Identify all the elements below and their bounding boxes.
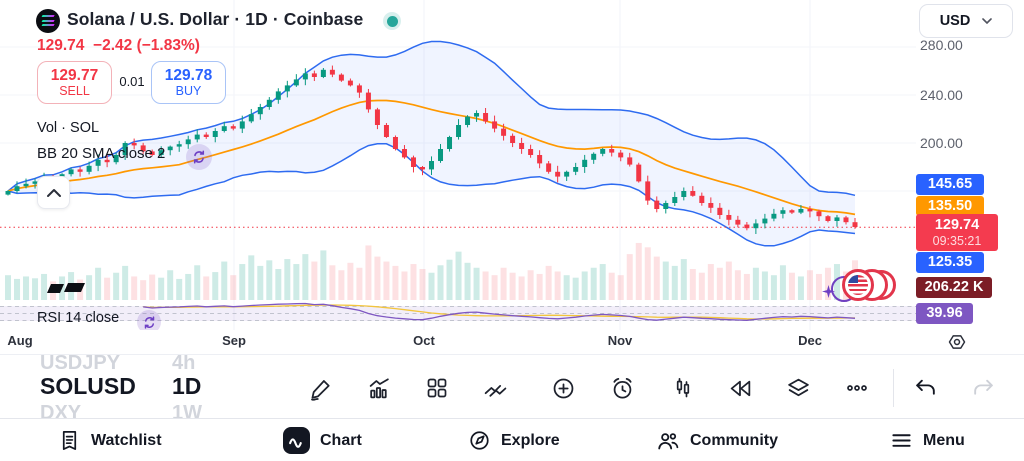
chevron-up-icon [46, 188, 61, 197]
price-tick: 240.00 [920, 87, 963, 103]
nav-chart-active[interactable]: Chart [283, 419, 362, 461]
month-label: Nov [607, 333, 633, 348]
spread-value: 0.01 [119, 74, 145, 89]
bb-indicator-label[interactable]: BB 20 SMA close 2 [37, 145, 166, 162]
chevron-down-icon [982, 18, 993, 24]
picker-timeframe: 4h [172, 352, 196, 374]
month-label: Dec [798, 333, 822, 348]
picker-symbol: SOLUSD [40, 373, 136, 399]
price-badge: 206.22 K [916, 277, 992, 298]
object-tree-button[interactable] [781, 371, 815, 405]
last-price: 129.74 [37, 37, 85, 54]
undo-arrow-icon [915, 379, 935, 395]
layout-grid-button[interactable] [420, 371, 454, 405]
currency-dropdown[interactable]: USD [919, 4, 1013, 38]
indicators-button[interactable] [362, 371, 396, 405]
add-button[interactable] [546, 371, 580, 405]
draw-button[interactable] [304, 371, 338, 405]
picker-symbol: USDJPY [40, 352, 121, 374]
nav-explore[interactable]: Explore [468, 419, 560, 461]
rsi-indicator-label[interactable]: RSI 14 close [37, 310, 120, 326]
buy-price: 129.78 [164, 66, 213, 84]
price-tick: 280.00 [920, 37, 963, 53]
sell-label: SELL [59, 84, 90, 99]
hamburger-menu-icon [892, 434, 911, 447]
price-badge: 125.35 [916, 252, 984, 273]
ellipsis-icon [847, 385, 867, 391]
refresh-icon [193, 150, 205, 164]
grid-icon [427, 378, 447, 398]
month-label: Aug [7, 333, 33, 348]
layers-icon [787, 378, 809, 396]
nav-menu[interactable]: Menu [890, 419, 965, 461]
buy-label: BUY [175, 84, 202, 99]
refresh-icon [144, 315, 154, 329]
redo-arrow-icon [973, 379, 993, 395]
nav-label: Community [690, 431, 778, 449]
more-button[interactable] [840, 371, 874, 405]
volume-indicator-label[interactable]: Vol · SOL [37, 120, 100, 136]
chart-icon [283, 427, 310, 454]
price-change: −2.42 (−1.83%) [93, 37, 200, 54]
buy-button[interactable]: 129.78 BUY [151, 61, 226, 104]
axis-settings-gear-icon[interactable] [946, 331, 968, 353]
chart-type-button[interactable] [666, 371, 700, 405]
month-label: Sep [222, 333, 246, 348]
redo-button-disabled[interactable] [966, 371, 1000, 405]
nav-label: Menu [923, 431, 965, 449]
nav-label: Explore [501, 431, 560, 449]
nav-community[interactable]: Community [656, 419, 778, 461]
zigzag-arrows-icon [484, 384, 506, 397]
price-badge: 145.65 [916, 174, 984, 195]
last-price-change: 129.74 −2.42 (−1.83%) [37, 37, 200, 55]
watchlist-icon [62, 431, 77, 450]
market-status-icon[interactable] [383, 12, 401, 30]
picker-timeframe: 1D [172, 373, 202, 399]
picker-row-usdjpy[interactable]: USDJPY 4h [40, 352, 195, 376]
undo-button[interactable] [908, 371, 942, 405]
solana-logo [36, 9, 60, 33]
nav-label: Chart [320, 431, 362, 449]
price-badge: 39.96 [916, 303, 973, 324]
price-axis-badges: 145.65 135.50 129.74 09:35:21 125.35 206.22 K… [916, 0, 1024, 332]
bar-replay-button[interactable] [723, 371, 757, 405]
time-axis[interactable]: Aug Sep Oct Nov Dec [0, 330, 1024, 355]
toolbar-divider [893, 369, 894, 407]
bottom-navigation: Watchlist Chart Explore Community M [0, 418, 1024, 461]
compass-icon [470, 431, 489, 450]
symbol-title[interactable]: Solana / U.S. Dollar · 1D · Coinbase [67, 9, 364, 29]
price-badge: 129.74 09:35:21 [916, 214, 998, 251]
us-flag-event-icon [842, 269, 874, 301]
plus-circle-icon [553, 378, 573, 398]
community-people-icon [658, 432, 679, 449]
sell-button[interactable]: 129.77 SELL [37, 61, 112, 104]
pencil-icon [310, 379, 330, 401]
collapse-pane-button[interactable] [37, 176, 70, 209]
compare-button[interactable] [478, 371, 512, 405]
events-marker[interactable] [820, 264, 910, 306]
nav-label: Watchlist [91, 431, 162, 449]
month-label: Oct [413, 333, 435, 348]
candles-icon [676, 377, 690, 398]
indicators-icon [369, 377, 389, 398]
alarm-clock-icon [612, 377, 632, 399]
currency-value: USD [939, 13, 971, 29]
picker-row-solusd-selected[interactable]: SOLUSD 1D [40, 373, 202, 399]
nav-watchlist[interactable]: Watchlist [58, 419, 162, 461]
bb-loading-icon[interactable] [186, 144, 212, 170]
price-tick: 200.00 [920, 135, 963, 151]
rewind-icon [730, 380, 750, 396]
sell-price: 129.77 [50, 66, 99, 84]
alert-button[interactable] [605, 371, 639, 405]
price-badge: 135.50 [916, 196, 984, 216]
